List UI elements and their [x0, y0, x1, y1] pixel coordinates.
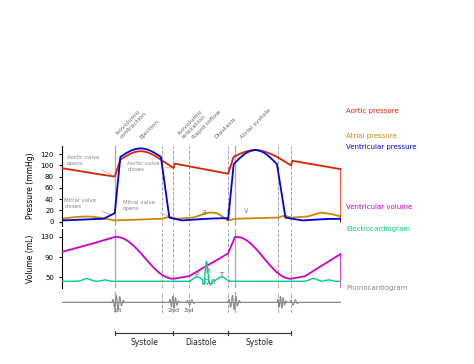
- Text: 3rd: 3rd: [183, 308, 194, 313]
- Text: S: S: [210, 279, 215, 285]
- Text: Aortic pressure: Aortic pressure: [346, 108, 399, 114]
- Text: Phonocardiogram: Phonocardiogram: [346, 285, 407, 290]
- Text: Diastasis: Diastasis: [214, 116, 237, 140]
- Text: Q: Q: [203, 279, 209, 285]
- Text: v: v: [244, 206, 248, 215]
- Y-axis label: Pressure (mmHg): Pressure (mmHg): [26, 153, 35, 219]
- Text: a: a: [201, 209, 206, 217]
- Text: Rapid inflow: Rapid inflow: [191, 110, 222, 140]
- Text: Ventricular pressure: Ventricular pressure: [346, 144, 417, 150]
- Text: Electrocardiogram: Electrocardiogram: [346, 226, 410, 232]
- Text: Systole: Systole: [130, 338, 158, 347]
- Text: Ejection: Ejection: [138, 119, 160, 140]
- Text: Isovolumic
relaxation: Isovolumic relaxation: [176, 108, 208, 140]
- Text: c: c: [227, 207, 231, 216]
- Text: Mitral valve
opens: Mitral valve opens: [123, 200, 171, 217]
- Text: Mitral valve
closes: Mitral valve closes: [64, 198, 112, 215]
- Text: R: R: [206, 268, 210, 274]
- Y-axis label: Volume (mL): Volume (mL): [26, 235, 35, 283]
- Text: Ventricular volume: Ventricular volume: [346, 205, 412, 210]
- Text: Isovolumic
contraction: Isovolumic contraction: [115, 107, 148, 140]
- Text: 1st: 1st: [113, 308, 122, 313]
- Text: Atrial systole: Atrial systole: [239, 108, 272, 140]
- Text: Diastole: Diastole: [185, 338, 217, 347]
- Text: Aortic valve
opens: Aortic valve opens: [67, 155, 112, 175]
- Text: Aortic valve
closes: Aortic valve closes: [128, 161, 171, 171]
- Text: Systole: Systole: [246, 338, 273, 347]
- Text: T: T: [219, 272, 223, 278]
- Text: P: P: [194, 272, 198, 278]
- Text: 2nd: 2nd: [167, 308, 180, 313]
- Text: Atrial pressure: Atrial pressure: [346, 133, 397, 139]
